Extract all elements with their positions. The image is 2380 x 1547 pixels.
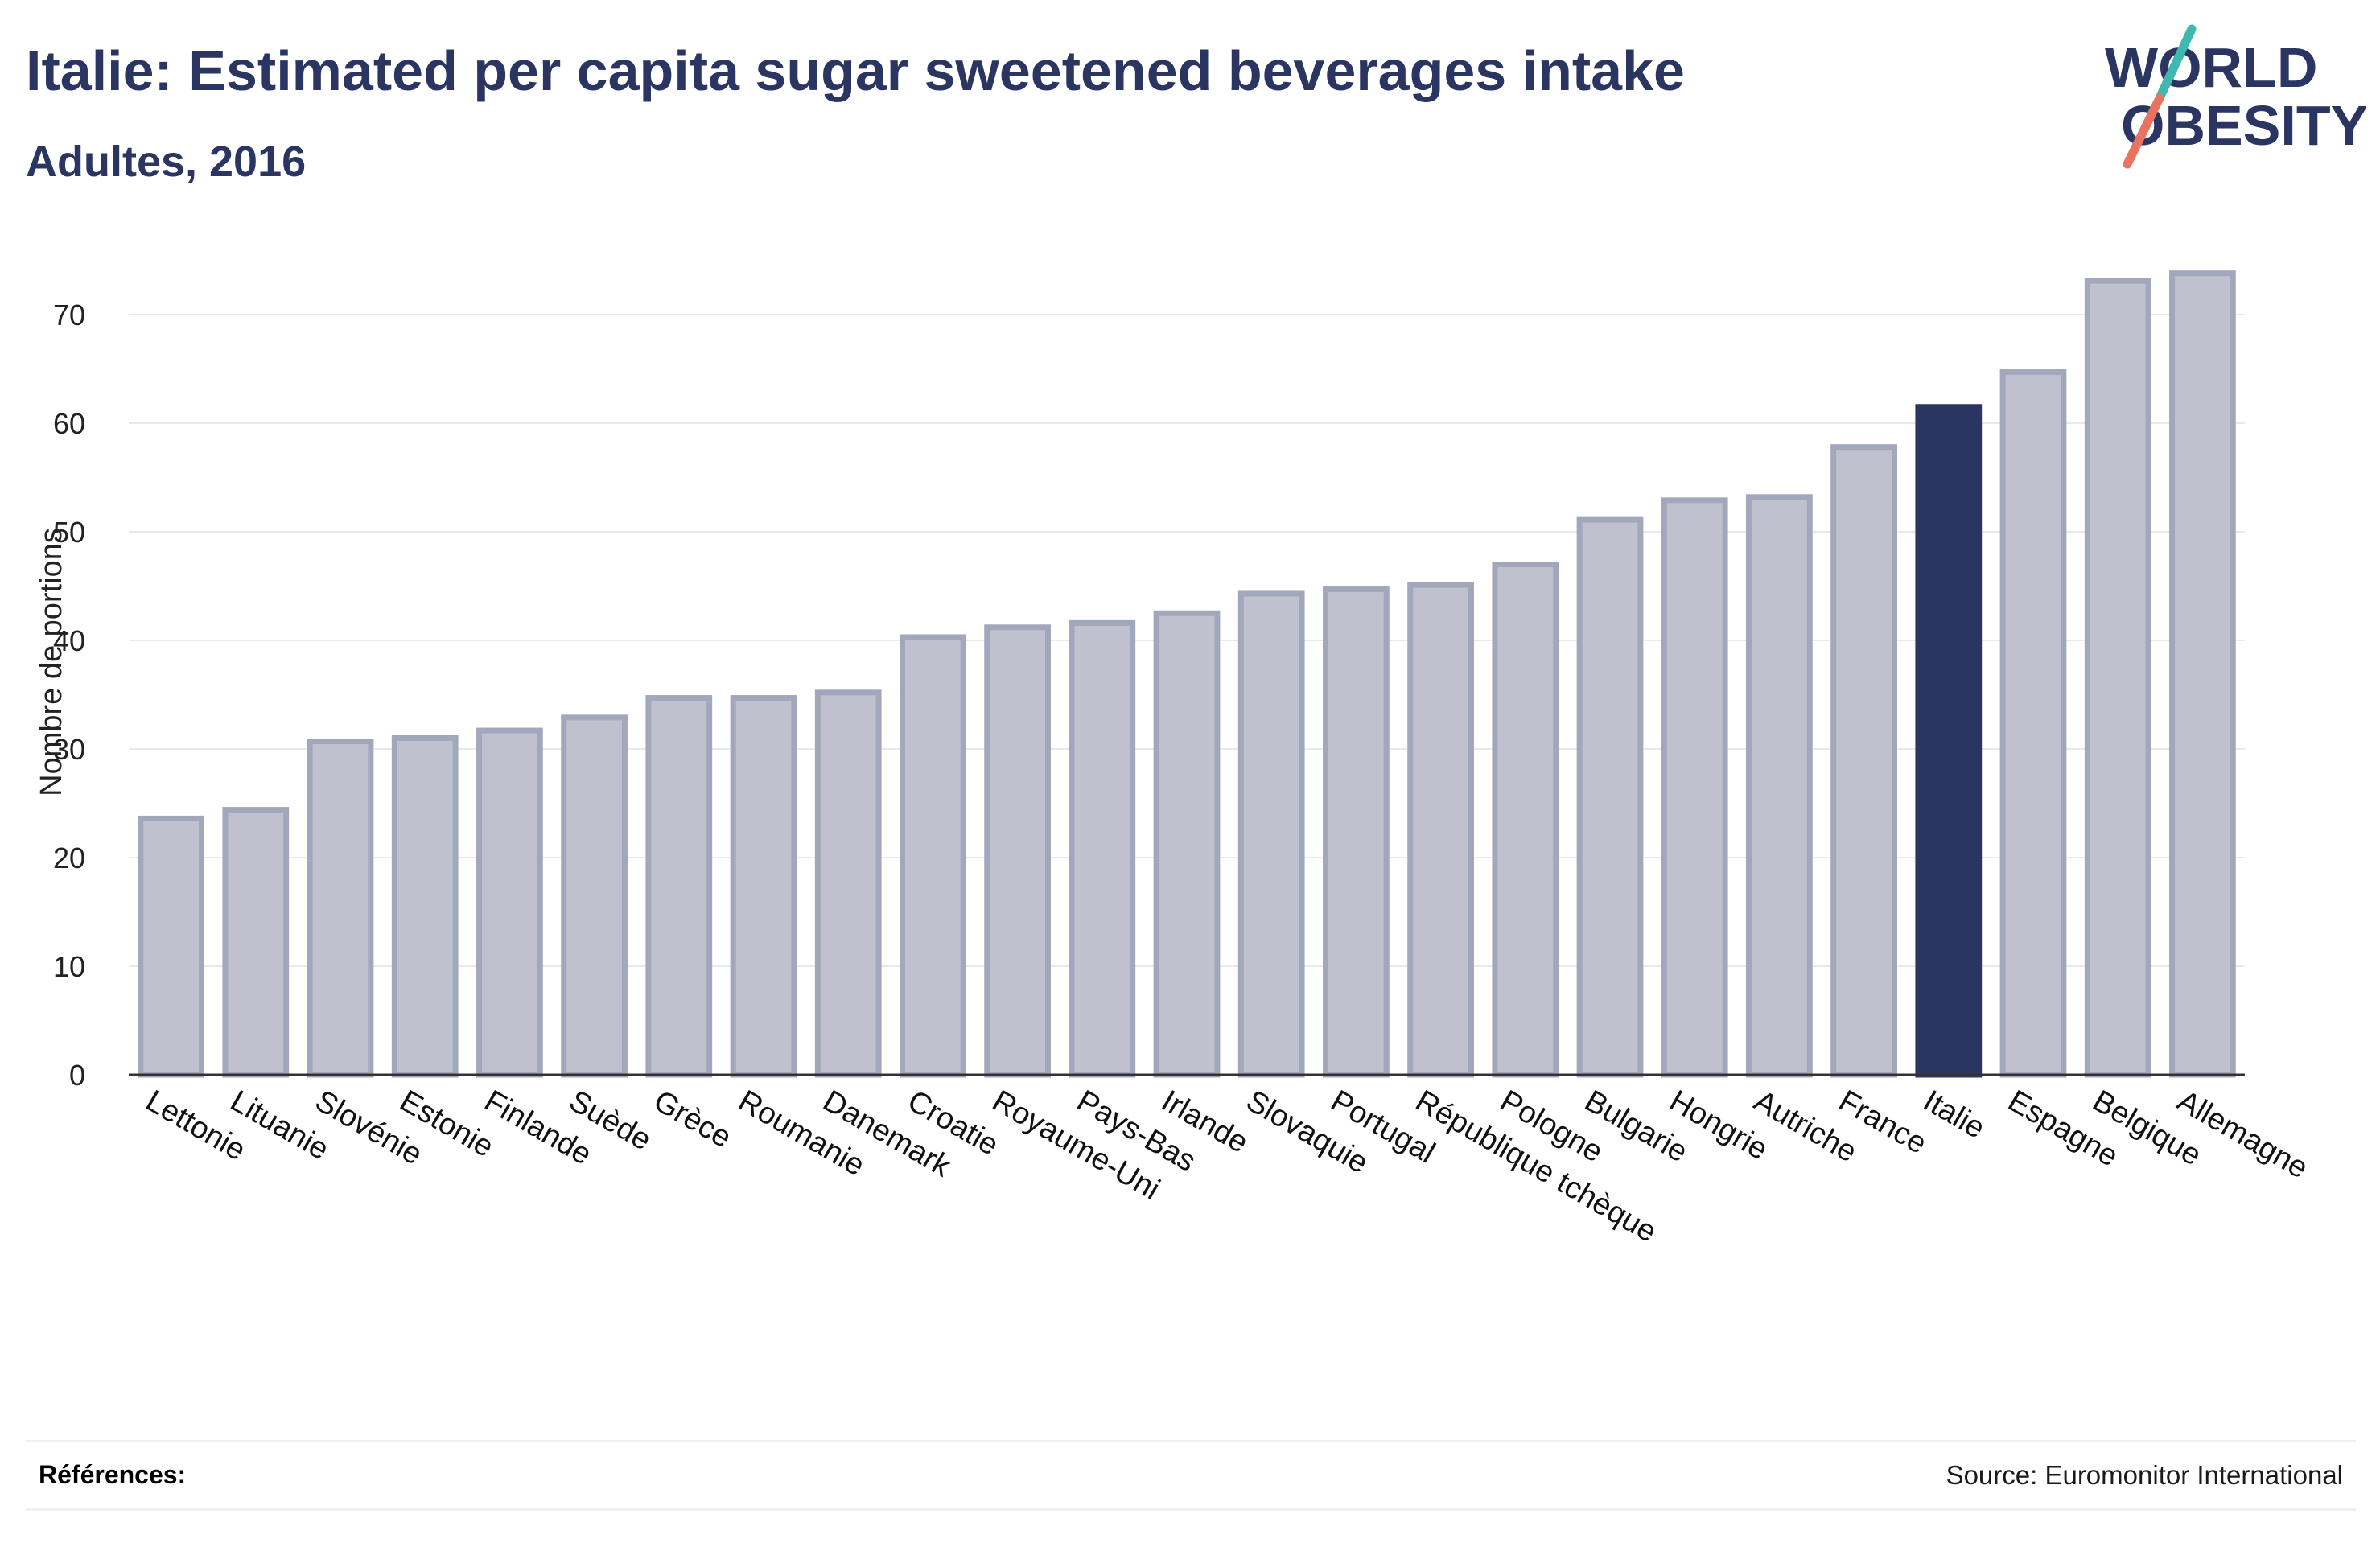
bar	[138, 815, 204, 1078]
y-tick-label: 50	[53, 516, 85, 549]
bar	[1323, 586, 1390, 1078]
y-tick-label: 60	[53, 407, 85, 440]
bar	[476, 727, 543, 1078]
y-tick-label: 30	[53, 733, 85, 766]
y-tick-label: 40	[53, 624, 85, 657]
bar	[1069, 619, 1136, 1078]
bar	[222, 807, 290, 1078]
y-tick-label: 70	[53, 298, 85, 331]
logo-word-1: WORLD	[2105, 36, 2317, 99]
world-obesity-logo: WORLD OBESITY	[2105, 24, 2366, 169]
bar	[561, 714, 628, 1078]
bar	[1999, 369, 2067, 1078]
bar	[2084, 278, 2151, 1078]
x-tick-label: Grèce	[648, 1084, 737, 1154]
bar	[645, 695, 713, 1078]
logo-slash-coral	[2123, 93, 2164, 169]
chart-title: Italie: Estimated per capita sugar sweet…	[26, 39, 1685, 102]
bar	[1746, 494, 1813, 1078]
source-text: Source: Euromonitor International	[1946, 1460, 2343, 1490]
bar	[730, 695, 797, 1078]
bar	[984, 624, 1051, 1078]
references-label: Références:	[39, 1460, 187, 1489]
chart-subtitle: Adultes, 2016	[26, 138, 307, 186]
bar	[1237, 590, 1305, 1078]
bar	[1830, 444, 1897, 1078]
references-bar: Références: Source: Euromonitor Internat…	[26, 1440, 2356, 1511]
bar	[1661, 497, 1728, 1078]
y-tick-label: 20	[53, 841, 85, 874]
logo-word-2: OBESITY	[2121, 94, 2366, 157]
bar	[900, 634, 966, 1078]
y-tick-label: 0	[69, 1059, 85, 1092]
bar	[814, 689, 882, 1078]
y-axis-title: Nombre de portions	[35, 528, 68, 796]
bar	[1576, 516, 1644, 1078]
bar	[1492, 562, 1559, 1078]
bar	[391, 735, 459, 1078]
bar	[307, 739, 374, 1078]
y-tick-label: 10	[53, 950, 85, 983]
bar	[2169, 270, 2236, 1078]
bar	[1407, 582, 1474, 1078]
logo-slash-teal	[2155, 24, 2197, 103]
bar-highlight	[1915, 404, 1983, 1078]
bar	[1153, 610, 1221, 1078]
